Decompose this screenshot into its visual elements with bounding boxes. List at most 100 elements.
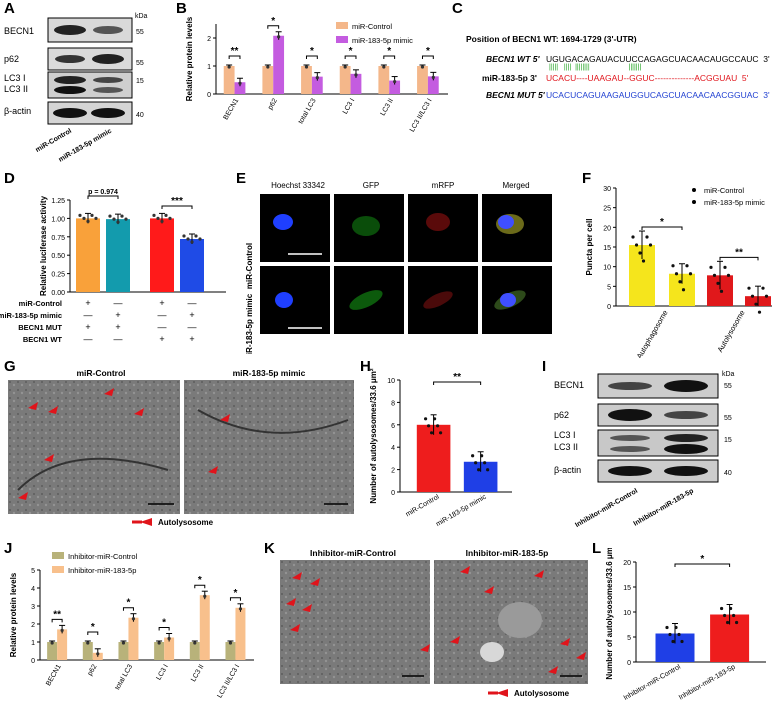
significance-bracket [194, 584, 206, 589]
column-label: mRFP [432, 181, 455, 190]
data-point [754, 302, 758, 306]
em-images-k: Autolysosome [280, 560, 588, 698]
kda-marker: 15 [724, 437, 732, 444]
condition-label: miR-183-5p mimic [0, 311, 62, 320]
condition-mark: — [188, 298, 197, 308]
lane-label: miR-Control [34, 128, 73, 154]
panel-label-i: I [542, 358, 547, 375]
data-point [671, 639, 675, 644]
condition-mark: + [189, 334, 194, 344]
y-tick-label: 6 [391, 423, 395, 430]
significance-bracket [158, 627, 170, 631]
legend-label: miR-Control [704, 186, 744, 195]
x-tick-label: total LC3 [114, 663, 134, 691]
data-point [198, 237, 202, 241]
seq-row3-label: BECN1 MUT 5' [486, 90, 545, 100]
data-point [266, 65, 270, 69]
data-point [680, 639, 684, 644]
data-point [726, 620, 730, 625]
y-tick-label: 4 [31, 586, 35, 593]
data-point [86, 219, 90, 223]
y-tick-label: 0.50 [51, 253, 65, 260]
data-point [641, 259, 646, 263]
legend-marker [692, 188, 696, 192]
data-point [674, 625, 678, 630]
blot-row-label: LC3 I [4, 73, 26, 83]
data-point [665, 625, 669, 630]
panel-label-k: K [264, 540, 275, 557]
chart-h: 0 2 4 6 8 10 Number of autolysosomes/33.6 μm² m… [369, 368, 512, 528]
blot-row-label: β-actin [554, 465, 581, 475]
sequence-title: Position of BECN1 WT: 1694-1729 (3'-UTR) [466, 34, 637, 44]
data-point [82, 216, 86, 220]
data-point [60, 628, 64, 632]
data-point [750, 294, 755, 298]
kda-title: kDa [135, 13, 148, 20]
significance-label: * [234, 588, 238, 599]
condition-mark: + [85, 298, 90, 308]
x-tick-label: LC3 II [190, 663, 205, 683]
legend-label: Inhibitor-miR-183-5p [68, 566, 136, 575]
data-point [152, 213, 156, 217]
data-point [474, 461, 478, 465]
significance-bracket [433, 381, 482, 385]
data-point [124, 217, 128, 221]
data-point [436, 424, 440, 428]
y-tick-label: 10 [603, 265, 611, 272]
significance-label: * [91, 622, 95, 633]
bar [416, 424, 451, 492]
kda-marker: 55 [724, 383, 732, 390]
data-point [439, 431, 443, 435]
significance-bracket [421, 55, 434, 59]
significance-bracket [674, 563, 731, 567]
legend-label: miR-Control [352, 22, 392, 31]
data-point [471, 454, 475, 458]
bar [223, 66, 235, 94]
data-point [764, 294, 769, 298]
blot-row-label: p62 [4, 54, 19, 64]
data-point [645, 235, 649, 239]
y-tick-label: 5 [627, 635, 631, 642]
data-point [671, 264, 675, 268]
bar [311, 76, 323, 94]
bar [427, 76, 439, 94]
y-tick-label: 2 [391, 468, 395, 475]
y-tick-label: 5 [607, 284, 611, 291]
y-axis-label: Relative protein levels [9, 572, 18, 657]
significance-label: *** [171, 196, 183, 207]
kda-marker: 55 [136, 29, 144, 36]
bar [350, 73, 362, 94]
data-point [433, 417, 437, 421]
bar [225, 642, 236, 660]
condition-mark: — [158, 310, 167, 320]
bar [82, 642, 93, 660]
y-axis-label: Number of autolysosomes/33.6 μm² [605, 548, 614, 680]
significance-label: * [310, 46, 314, 57]
chart-l: 0 5 10 15 20 Number of autolysosomes/33.6 μm²… [605, 548, 766, 701]
fluorescence-grid-e: Hoechst 33342 GFP mRFP Merged miR-Contro… [245, 181, 552, 354]
data-point [757, 310, 762, 314]
data-point [648, 243, 653, 247]
x-tick-label: LC3 II/LC3 I [216, 663, 241, 699]
y-axis-label: Puncta per cell [585, 219, 594, 276]
data-point [186, 237, 190, 241]
panel-label-j: J [4, 540, 13, 557]
data-point [477, 468, 481, 472]
legend-autolysosome: Autolysosome [514, 689, 570, 698]
data-point [483, 461, 487, 465]
data-point [78, 213, 82, 217]
data-point [168, 216, 172, 220]
data-point [393, 79, 397, 84]
y-tick-label: 2 [207, 36, 211, 43]
data-point [190, 240, 194, 244]
y-tick-label: 0.00 [51, 290, 65, 297]
data-point [638, 251, 642, 255]
legend-marker [692, 200, 696, 204]
bar [164, 637, 175, 660]
significance-bracket [229, 597, 241, 601]
panel-label-e: E [236, 170, 247, 187]
blot-row-label: BECN1 [554, 380, 584, 390]
significance-bracket [344, 55, 357, 59]
legend-swatch [52, 566, 64, 573]
x-tick-label: BECN1 [223, 97, 241, 121]
